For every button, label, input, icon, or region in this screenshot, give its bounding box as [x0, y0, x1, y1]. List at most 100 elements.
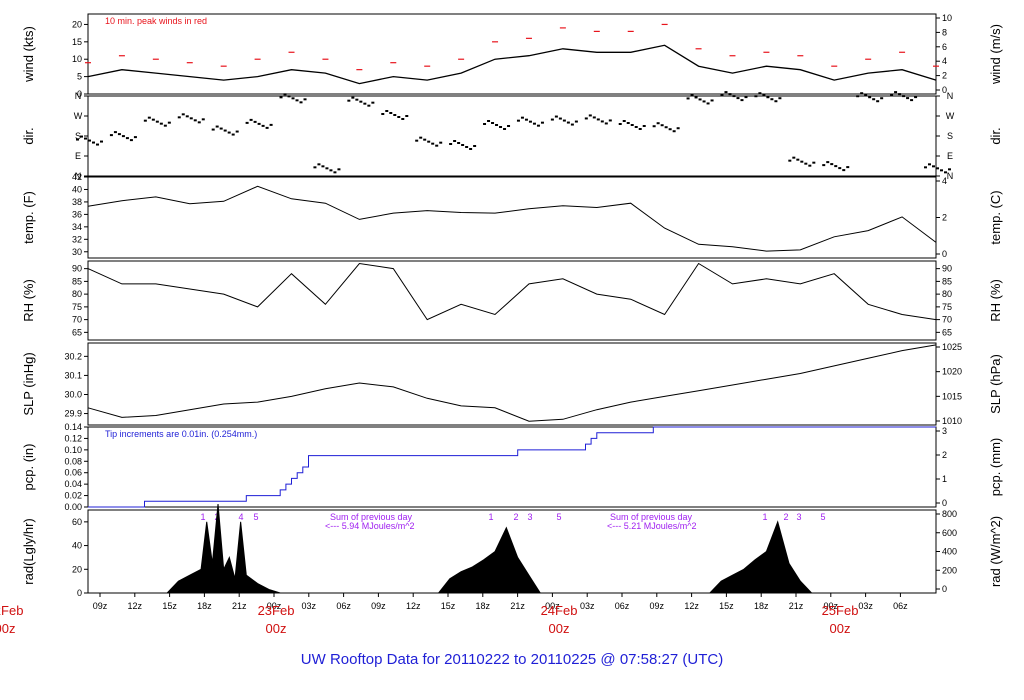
- direction-point: [84, 137, 87, 140]
- marker-label: 1: [762, 512, 767, 522]
- direction-point: [133, 136, 137, 139]
- direction-point: [465, 146, 469, 148]
- direction-point: [279, 96, 283, 99]
- xtick-label: 03z: [858, 601, 873, 611]
- xtick-label: 03z: [580, 601, 595, 611]
- direction-point: [860, 92, 864, 95]
- ytick-left: 5: [77, 72, 82, 82]
- direction-point: [491, 122, 495, 124]
- direction-point: [596, 118, 600, 121]
- rad-annotation: Sum of previous day: [330, 512, 413, 522]
- direction-point: [453, 140, 457, 142]
- direction-point: [698, 98, 702, 101]
- xtick-label: 18z: [754, 601, 769, 611]
- xtick-label: 00z: [545, 601, 560, 611]
- direction-point: [804, 162, 808, 165]
- direction-point: [910, 99, 914, 102]
- xtick-label: 21z: [510, 601, 525, 611]
- direction-point: [483, 123, 487, 125]
- direction-point: [562, 119, 566, 122]
- xtick-label: 09z: [650, 601, 665, 611]
- ylabel-right-pcp: pcp. (mm): [988, 438, 1003, 497]
- direction-point: [740, 99, 744, 102]
- direction-point: [449, 143, 453, 145]
- ytick-right: 10: [942, 13, 952, 23]
- ytick-left: 0.10: [64, 445, 82, 455]
- marker-label: 1: [200, 512, 205, 522]
- marker-label: 5: [556, 512, 561, 522]
- direction-point: [401, 118, 405, 120]
- direction-point: [487, 120, 491, 122]
- direction-point: [223, 129, 227, 132]
- ytick-right: 1010: [942, 416, 962, 426]
- panel-frame-wind: [87, 13, 937, 95]
- direction-point: [842, 169, 846, 172]
- direction-point: [473, 145, 477, 147]
- series-temp: [87, 185, 937, 252]
- direction-point: [347, 99, 351, 102]
- direction-point: [520, 116, 524, 119]
- ytick-left: 0: [77, 588, 82, 598]
- ytick-right: 0: [942, 249, 947, 259]
- direction-point: [626, 122, 630, 124]
- ylabel-left-rh: RH (%): [21, 279, 36, 322]
- direction-point: [558, 117, 562, 120]
- direction-point: [528, 120, 532, 123]
- direction-point: [287, 95, 291, 98]
- ytick-left: 0: [77, 89, 82, 99]
- ytick-right: 1020: [942, 367, 962, 377]
- direction-point: [532, 122, 536, 125]
- direction-point: [155, 120, 159, 123]
- direction-point: [812, 161, 816, 164]
- direction-point: [100, 140, 103, 143]
- marker-label: 3: [527, 512, 532, 522]
- series-precip: [88, 426, 936, 508]
- direction-point: [253, 120, 257, 123]
- direction-point: [201, 118, 205, 121]
- ylabel-right-wind: wind (m/s): [988, 24, 1003, 85]
- direction-point: [584, 117, 588, 120]
- direction-point: [337, 168, 341, 171]
- direction-point: [197, 121, 201, 124]
- direction-point: [163, 124, 167, 127]
- ytick-right: W: [946, 111, 955, 121]
- direction-point: [295, 99, 299, 102]
- series-radiation: [165, 504, 813, 594]
- direction-point: [96, 143, 99, 146]
- ytick-right: 1: [942, 474, 947, 484]
- marker-label: 5: [820, 512, 825, 522]
- date-label: 22Feb: [0, 603, 23, 618]
- direction-point: [736, 97, 740, 100]
- direction-point: [792, 156, 796, 159]
- ytick-right: 1015: [942, 391, 962, 401]
- direction-point: [121, 135, 125, 138]
- direction-point: [676, 127, 680, 130]
- ytick-left: 30.2: [64, 351, 82, 361]
- ytick-right: 4: [942, 56, 947, 66]
- ytick-left: 85: [72, 276, 82, 286]
- direction-point: [359, 100, 363, 103]
- direction-point: [822, 164, 826, 167]
- ytick-right: 80: [942, 289, 952, 299]
- direction-point: [313, 166, 317, 169]
- direction-point: [690, 94, 694, 97]
- direction-point: [652, 125, 656, 128]
- xtick-label: 12z: [406, 601, 421, 611]
- direction-point: [129, 139, 133, 142]
- direction-point: [668, 128, 672, 131]
- direction-point: [706, 102, 710, 105]
- direction-point: [604, 122, 608, 125]
- direction-point: [800, 160, 804, 163]
- direction-point: [355, 98, 359, 101]
- ytick-left: 36: [72, 209, 82, 219]
- direction-point: [88, 139, 91, 142]
- direction-point: [554, 115, 558, 118]
- ytick-right: 800: [942, 509, 957, 519]
- ytick-left: N: [75, 91, 82, 101]
- ytick-left: 65: [72, 327, 82, 337]
- ylabel-right-dir: dir.: [988, 127, 1003, 144]
- direction-point: [536, 124, 540, 127]
- direction-point: [574, 120, 578, 123]
- date-label: 25Feb: [822, 603, 859, 618]
- ytick-right: 400: [942, 547, 957, 557]
